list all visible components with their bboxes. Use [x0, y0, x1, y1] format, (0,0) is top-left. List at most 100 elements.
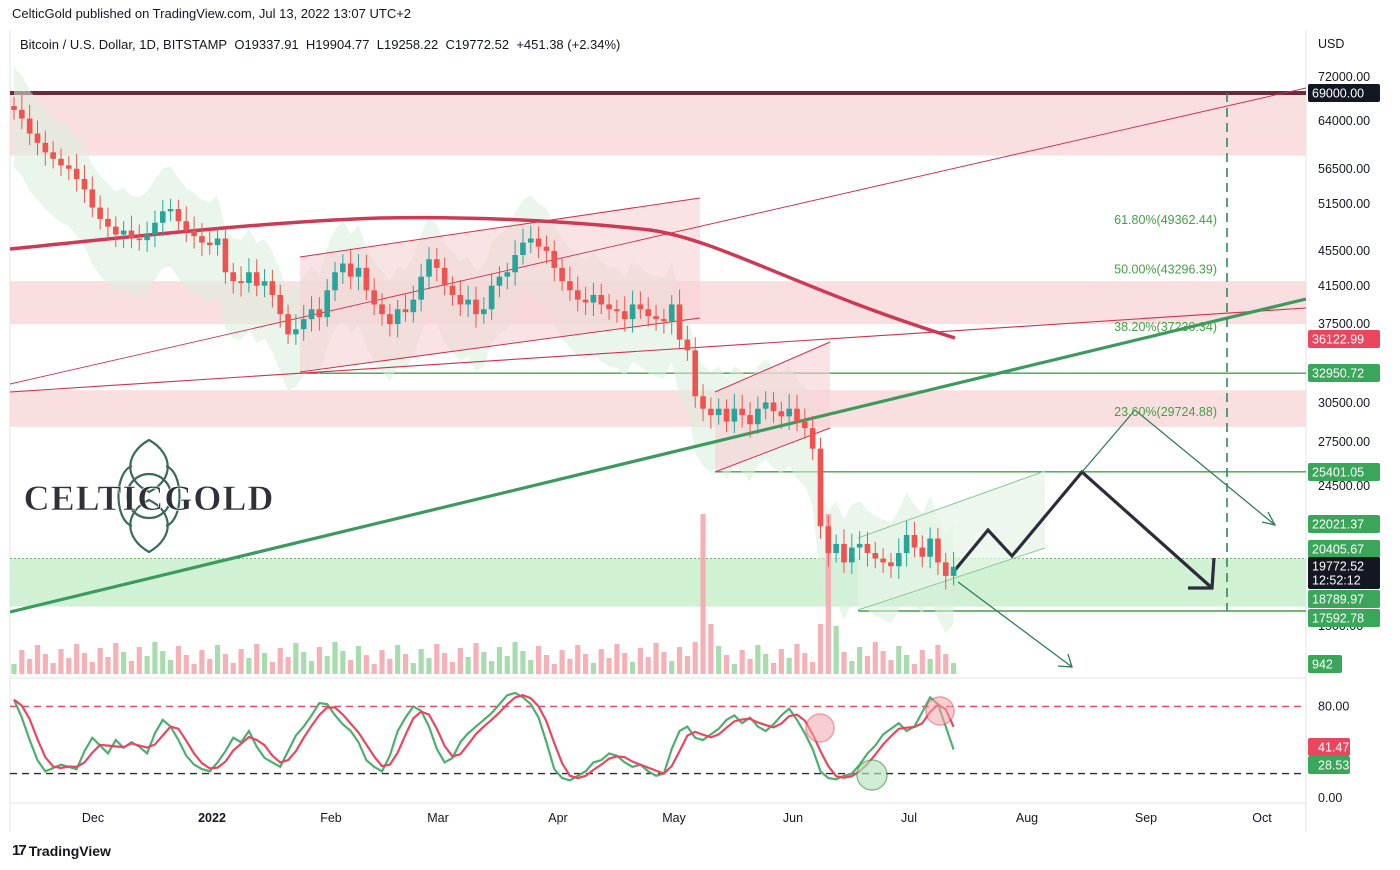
candle	[833, 534, 839, 563]
candle	[269, 269, 276, 308]
volume-bar	[676, 647, 683, 674]
volume-bar	[19, 650, 25, 674]
candle-body	[927, 538, 933, 557]
legend-symbol[interactable]: Bitcoin / U.S. Dollar, 1D, BITSTAMP	[20, 37, 228, 52]
price-badge-label: 69000.00	[1312, 87, 1364, 101]
price-tick-label: 64000.00	[1318, 114, 1370, 128]
candle	[786, 393, 792, 430]
volume-bar	[308, 661, 315, 674]
price-tick-label: 56500.00	[1318, 162, 1370, 176]
candle-body	[394, 309, 401, 325]
candle	[355, 253, 362, 291]
price-badge: 942	[1308, 655, 1342, 673]
candle	[950, 551, 957, 586]
candle-body	[880, 558, 886, 563]
volume-bar	[590, 663, 597, 674]
candle	[653, 304, 659, 331]
candle	[363, 254, 370, 300]
candle-body	[520, 242, 526, 256]
candle-body	[621, 311, 628, 320]
volume-bar	[582, 654, 589, 674]
volume-bar	[426, 658, 432, 674]
channel-upper	[299, 197, 701, 258]
candle	[911, 521, 918, 558]
price-badge-bg	[1308, 590, 1380, 608]
volume-bar	[144, 656, 150, 674]
candle-body	[300, 319, 307, 330]
time-tick-label: Mar	[427, 811, 449, 825]
volume-bar	[653, 643, 659, 674]
candle-body	[661, 319, 667, 322]
time-tick-label: Jul	[901, 811, 917, 825]
candle	[481, 297, 487, 324]
candle	[379, 293, 385, 326]
candle-body	[942, 562, 949, 576]
candle	[261, 269, 268, 298]
price-badge-bg	[1308, 463, 1380, 481]
tradingview-footer[interactable]: 17 TradingView	[12, 842, 111, 859]
candle	[708, 397, 714, 429]
candle	[574, 276, 581, 312]
volume-bar	[833, 626, 839, 674]
candle-body	[26, 118, 33, 134]
candle	[26, 104, 33, 146]
volume-bar	[214, 645, 221, 674]
candle	[11, 96, 17, 120]
candle-body	[222, 238, 229, 273]
candle	[762, 391, 769, 420]
volume-bar	[230, 663, 236, 674]
candle-body	[105, 218, 111, 227]
volume-bar	[89, 662, 95, 674]
price-badge: 19772.52	[1308, 557, 1380, 575]
candle	[19, 94, 25, 130]
candle-body	[582, 299, 589, 303]
channel-upper	[857, 470, 1046, 539]
candle	[34, 120, 41, 156]
candle-body	[332, 272, 338, 291]
candle-body	[253, 272, 260, 286]
candle-body	[543, 246, 550, 251]
candle-body	[645, 309, 652, 317]
oscillator-badge-bg	[1308, 738, 1350, 756]
volume-bar	[817, 624, 824, 674]
price-badge-bg	[1308, 655, 1342, 673]
volume-bar	[708, 624, 714, 674]
volume-bar	[97, 648, 103, 674]
volume-bar	[489, 661, 495, 674]
price-badge-label: 18789.97	[1312, 593, 1364, 607]
volume-bar	[849, 661, 855, 674]
fibonacci-label: 61.80%(49362.44)	[1114, 213, 1217, 227]
candle-body	[747, 415, 753, 425]
candle-body	[676, 304, 683, 340]
price-tick-label: 72000.00	[1318, 70, 1370, 84]
candle-body	[708, 408, 714, 416]
support-trend-line	[10, 297, 1306, 614]
candle	[222, 228, 229, 284]
candle-body	[269, 281, 276, 295]
candle	[277, 284, 284, 328]
candle-body	[418, 276, 424, 300]
volume-bar	[301, 652, 307, 674]
oscillator-tick-label: 0.00	[1318, 791, 1342, 805]
volume-bar	[802, 653, 808, 674]
candle	[590, 282, 597, 317]
channel-lower	[299, 317, 701, 373]
volume-bar	[136, 647, 142, 674]
footer-brand: TradingView	[28, 842, 111, 859]
volume-bar	[293, 643, 299, 674]
candle-body	[261, 281, 268, 286]
candle-body	[58, 158, 64, 166]
candle	[402, 294, 409, 322]
volume-bar	[66, 658, 72, 674]
candle-body	[692, 350, 699, 397]
volume-bar	[951, 663, 957, 674]
candle	[661, 308, 667, 334]
candle	[895, 538, 902, 579]
celticgold-logo: CELTICGOLD	[23, 438, 274, 554]
volume-bar	[442, 653, 448, 674]
candle-body	[512, 255, 518, 273]
volume-bar	[387, 659, 393, 674]
volume-bar	[723, 655, 730, 674]
volume-bar	[254, 644, 260, 674]
